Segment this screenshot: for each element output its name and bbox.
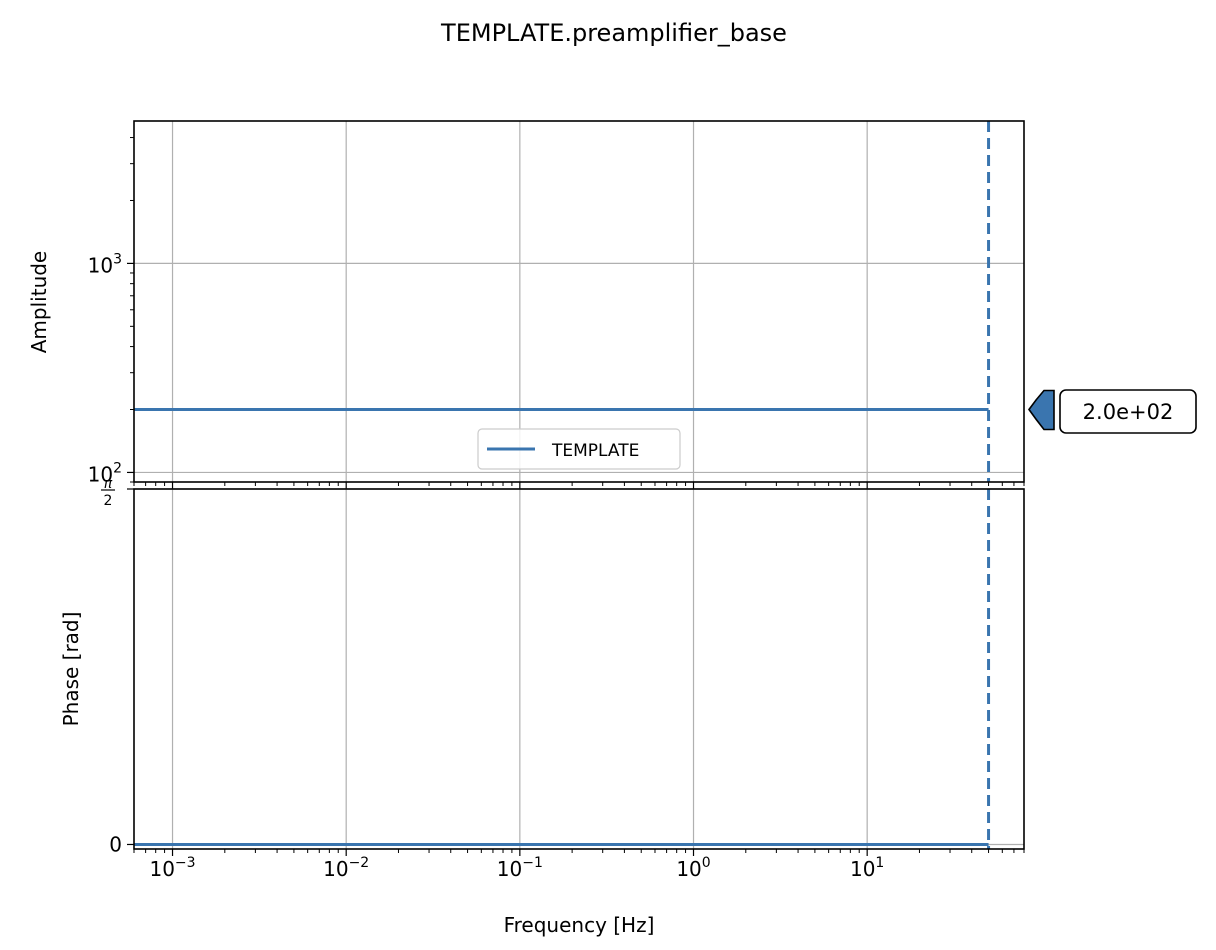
x-tick-label: 10−1 — [497, 855, 543, 881]
value-marker — [1028, 389, 1055, 431]
value-annotation: 2.0e+02 — [1028, 389, 1197, 434]
x-tick-label: 10−2 — [323, 855, 369, 881]
amplitude-ylabel: Amplitude — [27, 251, 51, 354]
amplitude-lines — [134, 121, 991, 482]
x-tick-label: 101 — [850, 855, 884, 881]
amplitude-y-tick-label: 103 — [88, 251, 122, 277]
amplitude-panel: 102 103 Amplitude TEMPLATE 2.0e+02 — [27, 120, 1197, 489]
x-tick-label: 10−3 — [149, 855, 195, 881]
phase-axes-frame — [133, 488, 1025, 850]
phase-ylabel: Phase [rad] — [59, 612, 83, 727]
phase-lines — [134, 489, 991, 849]
x-tick-label: 100 — [676, 855, 710, 881]
amplitude-axes-frame — [133, 120, 1025, 483]
legend-box — [477, 428, 681, 470]
amplitude-ticks: 102 103 — [88, 137, 1025, 489]
legend: TEMPLATE — [477, 428, 681, 470]
value-label-box — [1059, 389, 1197, 434]
legend-label: TEMPLATE — [551, 441, 639, 461]
phase-y-tick-label-denominator: 2 — [104, 493, 113, 509]
phase-panel: 10−3 10−2 10−1 100 101 0 π2 Phase [rad] Freque… — [59, 476, 1025, 937]
phase-y-tick-label-numerator: π — [104, 476, 113, 492]
phase-y-tick-label: 0 — [109, 832, 122, 856]
amplitude-y-tick-label: 102 — [88, 460, 122, 486]
figure-title: TEMPLATE.preamplifier_base — [440, 19, 787, 47]
phase-xlabel: Frequency [Hz] — [504, 913, 655, 937]
phase-ticks: 10−3 10−2 10−1 100 101 0 π2 — [101, 476, 1025, 881]
value-label: 2.0e+02 — [1083, 400, 1174, 424]
amplitude-grid — [134, 121, 1024, 482]
